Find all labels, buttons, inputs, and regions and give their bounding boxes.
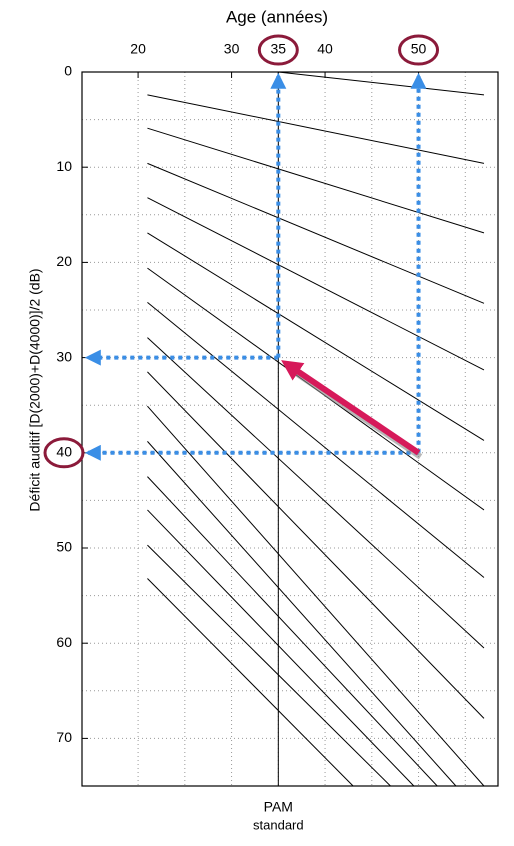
curve (147, 476, 438, 787)
y-tick-label: 40 (56, 444, 72, 460)
curve (147, 509, 415, 787)
highlight-circle (43, 437, 85, 469)
y-tick-label: 0 (64, 63, 72, 79)
curve (147, 544, 391, 787)
curve (147, 127, 485, 234)
reference-label: PAM (264, 799, 293, 815)
x-tick-label: 35 (271, 41, 287, 57)
y-tick-label: 60 (56, 634, 72, 650)
y-tick-label: 10 (56, 158, 72, 174)
curve (147, 162, 485, 304)
curve (147, 94, 485, 164)
curve (147, 197, 485, 371)
curve (278, 71, 485, 96)
curve (147, 337, 485, 649)
curve (147, 232, 485, 441)
curve (147, 301, 485, 578)
plot-frame (81, 71, 499, 787)
red-arrow (281, 360, 421, 456)
highlight-circle (398, 34, 440, 66)
y-axis-label: Déficit auditif [D(2000)+D(4000)]/2 (dB) (27, 268, 43, 511)
y-tick-label: 30 (56, 348, 72, 364)
chart-title: Age (années) (226, 7, 328, 26)
x-tick-label: 40 (317, 41, 333, 57)
curve (147, 578, 354, 787)
curve (147, 405, 485, 787)
curve (147, 441, 457, 787)
y-tick-label: 20 (56, 253, 72, 269)
y-tick-label: 70 (56, 729, 72, 745)
reference-label: standard (253, 817, 304, 832)
highlight-circle (257, 34, 299, 66)
x-tick-label: 20 (130, 41, 146, 57)
x-tick-label: 50 (411, 41, 427, 57)
y-tick-label: 50 (56, 539, 72, 555)
curve (147, 371, 485, 719)
x-tick-label: 30 (224, 41, 240, 57)
